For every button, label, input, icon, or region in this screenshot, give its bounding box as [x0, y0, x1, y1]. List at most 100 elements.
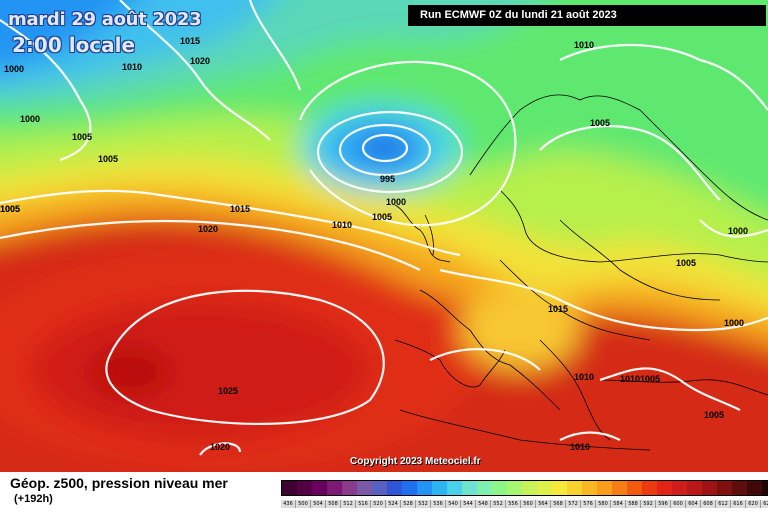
isobar-label: 1000	[386, 197, 406, 207]
scale-swatch	[432, 481, 447, 495]
scale-swatch	[507, 481, 522, 495]
run-info: Run ECMWF 0Z du lundi 21 août 2023	[408, 5, 766, 26]
scale-swatch	[657, 481, 672, 495]
scale-swatch	[627, 481, 642, 495]
scale-tick: 608	[701, 500, 716, 508]
scale-swatch	[282, 481, 297, 495]
isobar-labels: 1005 1015 1020 1010 1000 1000 1005 1005 1005 1015…	[0, 36, 748, 452]
isobar-label: 1015	[230, 204, 250, 214]
scale-swatch	[747, 481, 762, 495]
isobar-label: 1025	[218, 386, 238, 396]
scale-swatch	[342, 481, 357, 495]
scale-tick: 512	[341, 500, 356, 508]
scale-swatch	[522, 481, 537, 495]
scale-tick: 548	[476, 500, 491, 508]
scale-swatch	[417, 481, 432, 495]
scale-tick: 544	[461, 500, 476, 508]
scale-tick: 564	[536, 500, 551, 508]
isobar-label: 1005	[676, 258, 696, 268]
isobars	[0, 0, 768, 455]
isobar-label: 1005	[372, 212, 392, 222]
scale-swatch	[582, 481, 597, 495]
isobar-label: 1020	[198, 224, 218, 234]
scale-swatch	[447, 481, 462, 495]
geopotential-field	[0, 0, 768, 472]
scale-tick: 516	[356, 500, 371, 508]
scale-swatch	[762, 481, 768, 495]
scale-swatch	[537, 481, 552, 495]
scale-swatch	[702, 481, 717, 495]
scale-tick: 620	[746, 500, 761, 508]
isobar-label: 1005	[0, 204, 20, 214]
scale-tick: 500	[296, 500, 311, 508]
isobar-label: 1000	[4, 64, 24, 74]
scale-swatch	[687, 481, 702, 495]
isobar-label: 1015	[180, 36, 200, 46]
isobar-label: 1005	[72, 132, 92, 142]
scale-tick: 556	[506, 500, 521, 508]
scale-swatch	[672, 481, 687, 495]
scale-swatch	[297, 481, 312, 495]
scale-tick: 536	[431, 500, 446, 508]
scale-swatch	[462, 481, 477, 495]
scale-swatch	[477, 481, 492, 495]
scale-tick: 560	[521, 500, 536, 508]
scale-swatch	[567, 481, 582, 495]
forecast-date: mardi 29 août 2023	[8, 9, 202, 30]
scale-tick: 504	[311, 500, 326, 508]
scale-tick: 540	[446, 500, 461, 508]
isobar-label: 1020	[210, 442, 230, 452]
scale-swatch	[372, 481, 387, 495]
legend-title: Géop. z500, pression niveau mer	[10, 475, 228, 491]
forecast-lead: (+192h)	[14, 493, 53, 505]
isobar-label: 1005	[704, 410, 724, 420]
isobar-label: 1010	[122, 62, 142, 72]
scale-tick: 576	[581, 500, 596, 508]
color-scale	[281, 480, 768, 496]
scale-swatch	[717, 481, 732, 495]
scale-tick: 520	[371, 500, 386, 508]
isobar-label: 1010	[620, 374, 640, 384]
scale-swatch	[357, 481, 372, 495]
scale-tick: 572	[566, 500, 581, 508]
scale-swatch	[402, 481, 417, 495]
scale-tick: 552	[491, 500, 506, 508]
isobar-label: 1000	[724, 318, 744, 328]
scale-swatch	[552, 481, 567, 495]
scale-tick: 584	[611, 500, 626, 508]
scale-tick: 580	[596, 500, 611, 508]
scale-swatch	[597, 481, 612, 495]
scale-tick: 592	[641, 500, 656, 508]
scale-swatch	[612, 481, 627, 495]
scale-tick: 604	[686, 500, 701, 508]
isobar-label: 995	[380, 174, 395, 184]
scale-tick: 528	[401, 500, 416, 508]
isobar-label: 1020	[190, 56, 210, 66]
scale-swatch	[312, 481, 327, 495]
isobar-label: 1005	[590, 118, 610, 128]
scale-tick: 600	[671, 500, 686, 508]
copyright: Copyright 2023 Meteociel.fr	[350, 456, 481, 467]
color-scale-ticks: 436 500 504 508 512 516 520 524 528 532 536 540 544 5…	[281, 500, 768, 508]
scale-swatch	[327, 481, 342, 495]
scale-tick: 616	[731, 500, 746, 508]
isobar-label: 1015	[548, 304, 568, 314]
scale-swatch	[387, 481, 402, 495]
isobar-label: 1000	[20, 114, 40, 124]
forecast-time: 2:00 locale	[12, 33, 136, 57]
isobar-label: 1005	[98, 154, 118, 164]
scale-tick: 624	[761, 500, 768, 508]
scale-tick: 596	[656, 500, 671, 508]
isobar-label: 1005	[640, 374, 660, 384]
isobar-label: 1000	[728, 226, 748, 236]
weather-map: 1005 1015 1020 1010 1000 1000 1005 1005 1005 1015…	[0, 0, 768, 472]
scale-tick: 612	[716, 500, 731, 508]
isobar-label: 1010	[332, 220, 352, 230]
scale-tick: 436	[281, 500, 296, 508]
scale-swatch	[732, 481, 747, 495]
scale-tick: 588	[626, 500, 641, 508]
isobar-label: 1005	[0, 204, 20, 214]
scale-tick: 524	[386, 500, 401, 508]
scale-swatch	[642, 481, 657, 495]
isobar-label: 1010	[574, 40, 594, 50]
